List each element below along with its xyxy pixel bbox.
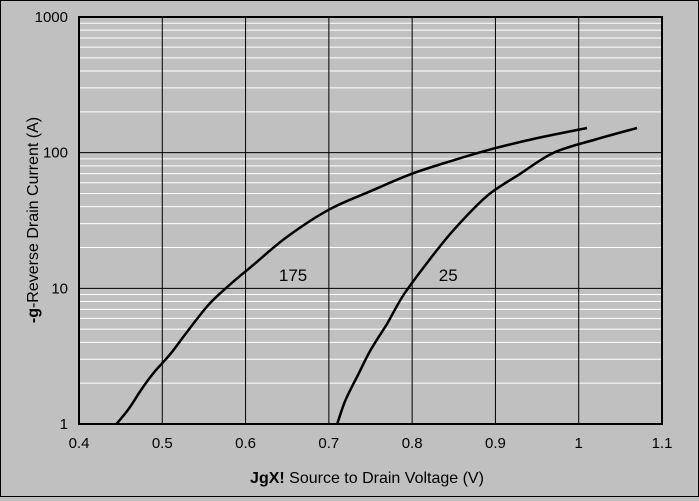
y-tick-label: 10 bbox=[51, 280, 68, 297]
x-axis-title-prefix: JgX! bbox=[250, 470, 285, 487]
x-tick-label: 0.6 bbox=[235, 435, 256, 452]
y-tick-label: 100 bbox=[43, 145, 68, 162]
y-tick-label: 1000 bbox=[35, 9, 68, 26]
x-tick-label: 0.4 bbox=[69, 435, 90, 452]
minor-grid bbox=[79, 22, 662, 384]
series-line-175 bbox=[115, 126, 588, 425]
curve-annotations: 175 25 bbox=[279, 266, 458, 285]
x-tick-label: 1 bbox=[575, 435, 583, 452]
major-grid bbox=[78, 16, 663, 425]
curve-label-25: 25 bbox=[439, 266, 458, 285]
plot-area-border bbox=[78, 16, 663, 425]
y-tick-label: 1 bbox=[60, 416, 68, 433]
x-axis-title-text: Source to Drain Voltage (V) bbox=[285, 470, 484, 487]
x-axis-title: JgX! Source to Drain Voltage (V) bbox=[250, 470, 484, 487]
x-tick-label: 1.1 bbox=[652, 435, 673, 452]
series-layer bbox=[115, 126, 638, 425]
curve-label-175: 175 bbox=[279, 266, 307, 285]
x-tick-label: 0.8 bbox=[402, 435, 423, 452]
series-line-25 bbox=[336, 126, 638, 425]
y-axis-title: -g-Reverse Drain Current (A) bbox=[25, 117, 42, 323]
tick-labels: 0.4 0.5 0.6 0.7 0.8 0.9 1 1.1 1 10 100 1000 bbox=[35, 9, 673, 452]
y-axis-title-prefix: -g bbox=[25, 308, 42, 323]
x-tick-label: 0.5 bbox=[152, 435, 173, 452]
x-tick-label: 0.9 bbox=[485, 435, 506, 452]
y-axis-title-text: -Reverse Drain Current (A) bbox=[25, 117, 42, 308]
x-tick-label: 0.7 bbox=[318, 435, 339, 452]
